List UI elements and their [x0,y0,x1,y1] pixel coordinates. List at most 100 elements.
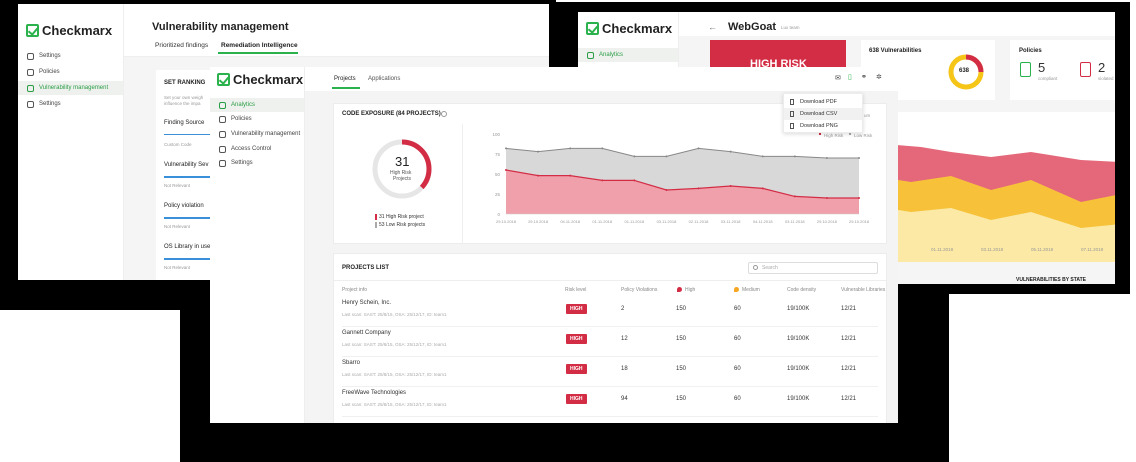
left-page-title: Vulnerability management [152,21,289,33]
front-nav-settings[interactable]: Settings [210,156,304,170]
front-nav-vuln[interactable]: Vulnerability management [210,127,304,141]
x-tick-label: 03.11.2018 [721,219,741,224]
front-nav-access[interactable]: Access Control [210,142,304,156]
project-name: FreeWave Technologies [342,390,407,396]
ranking-desc-2: influence the impa [164,101,201,106]
col-project-info[interactable]: Project info [342,287,368,293]
filter-slider[interactable] [164,134,224,135]
chart-legend-high: High Risk [824,133,844,138]
user-icon [219,145,226,153]
chart-filter[interactable]: um [864,113,871,118]
col-code-density[interactable]: Code density [787,287,817,293]
vulnerable-libs-value: 12/21 [841,336,857,342]
menu-label: Download CSV [800,111,838,117]
filter-label: Finding Source [164,120,205,126]
trend-card: 01.11.2018 03.11.2018 05.11.2018 07.11.2… [861,112,1115,262]
front-nav-analytics[interactable]: Analytics [210,98,304,112]
x-tick-label: 02.11.2018 [689,219,709,224]
filter-slider[interactable] [164,217,224,219]
row-divider [342,356,878,357]
table-row[interactable]: Henry Schein, Inc. Last scan: SAST: 25/8/… [334,298,886,328]
nav-label: Policies [39,69,60,75]
trend-x-tick: 07.11.2018 [1081,247,1104,252]
data-point [825,157,828,159]
project-last-scan: Last scan: SAST: 25/8/15, OSA: 25/12/17,… [342,342,447,347]
row-divider [342,386,878,387]
filter-slider[interactable] [164,176,224,178]
analytics-icon [587,51,594,59]
tab-applications[interactable]: Applications [368,76,401,82]
exposure-area-chart: 0 25 50 75 100 29.10.2018 29.10.2018 04.11.2018… [492,130,870,224]
x-tick-label: 01.11.2018 [592,219,612,224]
projects-card: PROJECTS LIST Search Project info Risk l… [333,253,887,423]
exposure-card: CODE EXPOSURE (84 PROJECTS) 31 High Risk… [333,103,887,244]
front-window: Checkmarx Analytics Policies Vulnerabili… [210,67,898,423]
x-tick-label: 04.11.2018 [753,219,773,224]
filter-slider[interactable] [164,258,224,260]
col-high[interactable]: High [685,287,696,293]
left-tab-remediation[interactable]: Remediation Intelligence [221,42,298,49]
compliant-clipboard-icon [1020,62,1031,77]
col-policy-violations[interactable]: Policy Violations [621,287,658,293]
download-pdf[interactable]: Download PDF [784,96,862,108]
left-tab-divider [124,56,549,57]
back-arrow-icon[interactable]: ← [708,22,717,32]
high-value: 150 [676,366,687,372]
export-menu: Download PDF Download CSV Download PNG [783,93,863,133]
medium-value: 60 [734,396,741,402]
download-csv[interactable]: Download CSV [784,108,862,120]
left-window: Checkmarx Settings Policies Vulnerabilit… [18,4,549,280]
left-tab-prioritized[interactable]: Prioritized findings [155,42,209,49]
tab-projects[interactable]: Projects [334,76,356,82]
risk-badge: HIGH [566,334,587,344]
table-row[interactable]: FreeWave Technologies Last scan: SAST: 25… [334,388,886,418]
filter-value: Not Relevant [164,265,191,270]
left-nav-vuln[interactable]: Vulnerability management [18,81,123,95]
gear-icon[interactable]: ✲ [876,74,882,81]
nav-label: Analytics [599,52,624,58]
data-point [537,174,540,177]
col-risk-level[interactable]: Risk level [565,287,587,293]
data-point [761,187,764,190]
ranking-title: SET RANKING [164,80,206,86]
data-point [697,147,700,150]
front-nav-policies[interactable]: Policies [210,112,304,126]
vulnerable-libs-value: 12/21 [841,366,857,372]
left-nav-settings-2[interactable]: Settings [18,97,123,111]
link-icon[interactable]: ⚭ [861,74,867,81]
projects-title: PROJECTS LIST [342,265,390,271]
risk-donut [372,139,432,199]
high-column-icon [677,287,682,292]
nav-label: Access Control [231,146,272,152]
vulnerable-libs-value: 12/21 [841,396,857,402]
left-tab-underline [218,52,298,54]
file-icon[interactable]: ▯ [848,74,852,81]
table-row[interactable]: Gannett Company Last scan: SAST: 25/8/15,… [334,328,886,358]
right-nav-analytics[interactable]: Analytics [578,48,678,62]
front-sidebar: Checkmarx Analytics Policies Vulnerabili… [210,67,305,423]
donut-caption-2: Projects [393,176,412,182]
nav-label: Settings [39,53,61,59]
data-point [569,174,572,177]
table-row[interactable]: Sbarro Last scan: SAST: 25/8/15, OSA: 25/… [334,358,886,388]
download-png[interactable]: Download PNG [784,120,862,132]
data-point [601,179,604,182]
high-risk-area [506,170,859,214]
left-logo: Checkmarx [26,23,112,38]
search-icon [753,265,758,270]
col-medium[interactable]: Medium [742,287,760,293]
data-point [633,179,636,182]
search-box[interactable]: Search [748,262,878,274]
brand-name: Checkmarx [602,21,673,36]
filter-label: Vulnerability Sev [164,162,209,168]
data-point [793,195,796,198]
nav-label: Vulnerability management [231,131,301,137]
trend-x-tick: 01.11.2018 [931,247,954,252]
vuln-by-state-title: VULNERABILITIES BY STATE [1016,277,1087,283]
mail-icon[interactable]: ✉ [835,75,841,82]
violated-clipboard-icon [1080,62,1091,77]
col-vulnerable-libs[interactable]: Vulnerable Libraries [841,287,886,293]
policy-icon [219,115,226,123]
left-nav-policies[interactable]: Policies [18,65,123,79]
left-nav-settings[interactable]: Settings [18,49,123,63]
